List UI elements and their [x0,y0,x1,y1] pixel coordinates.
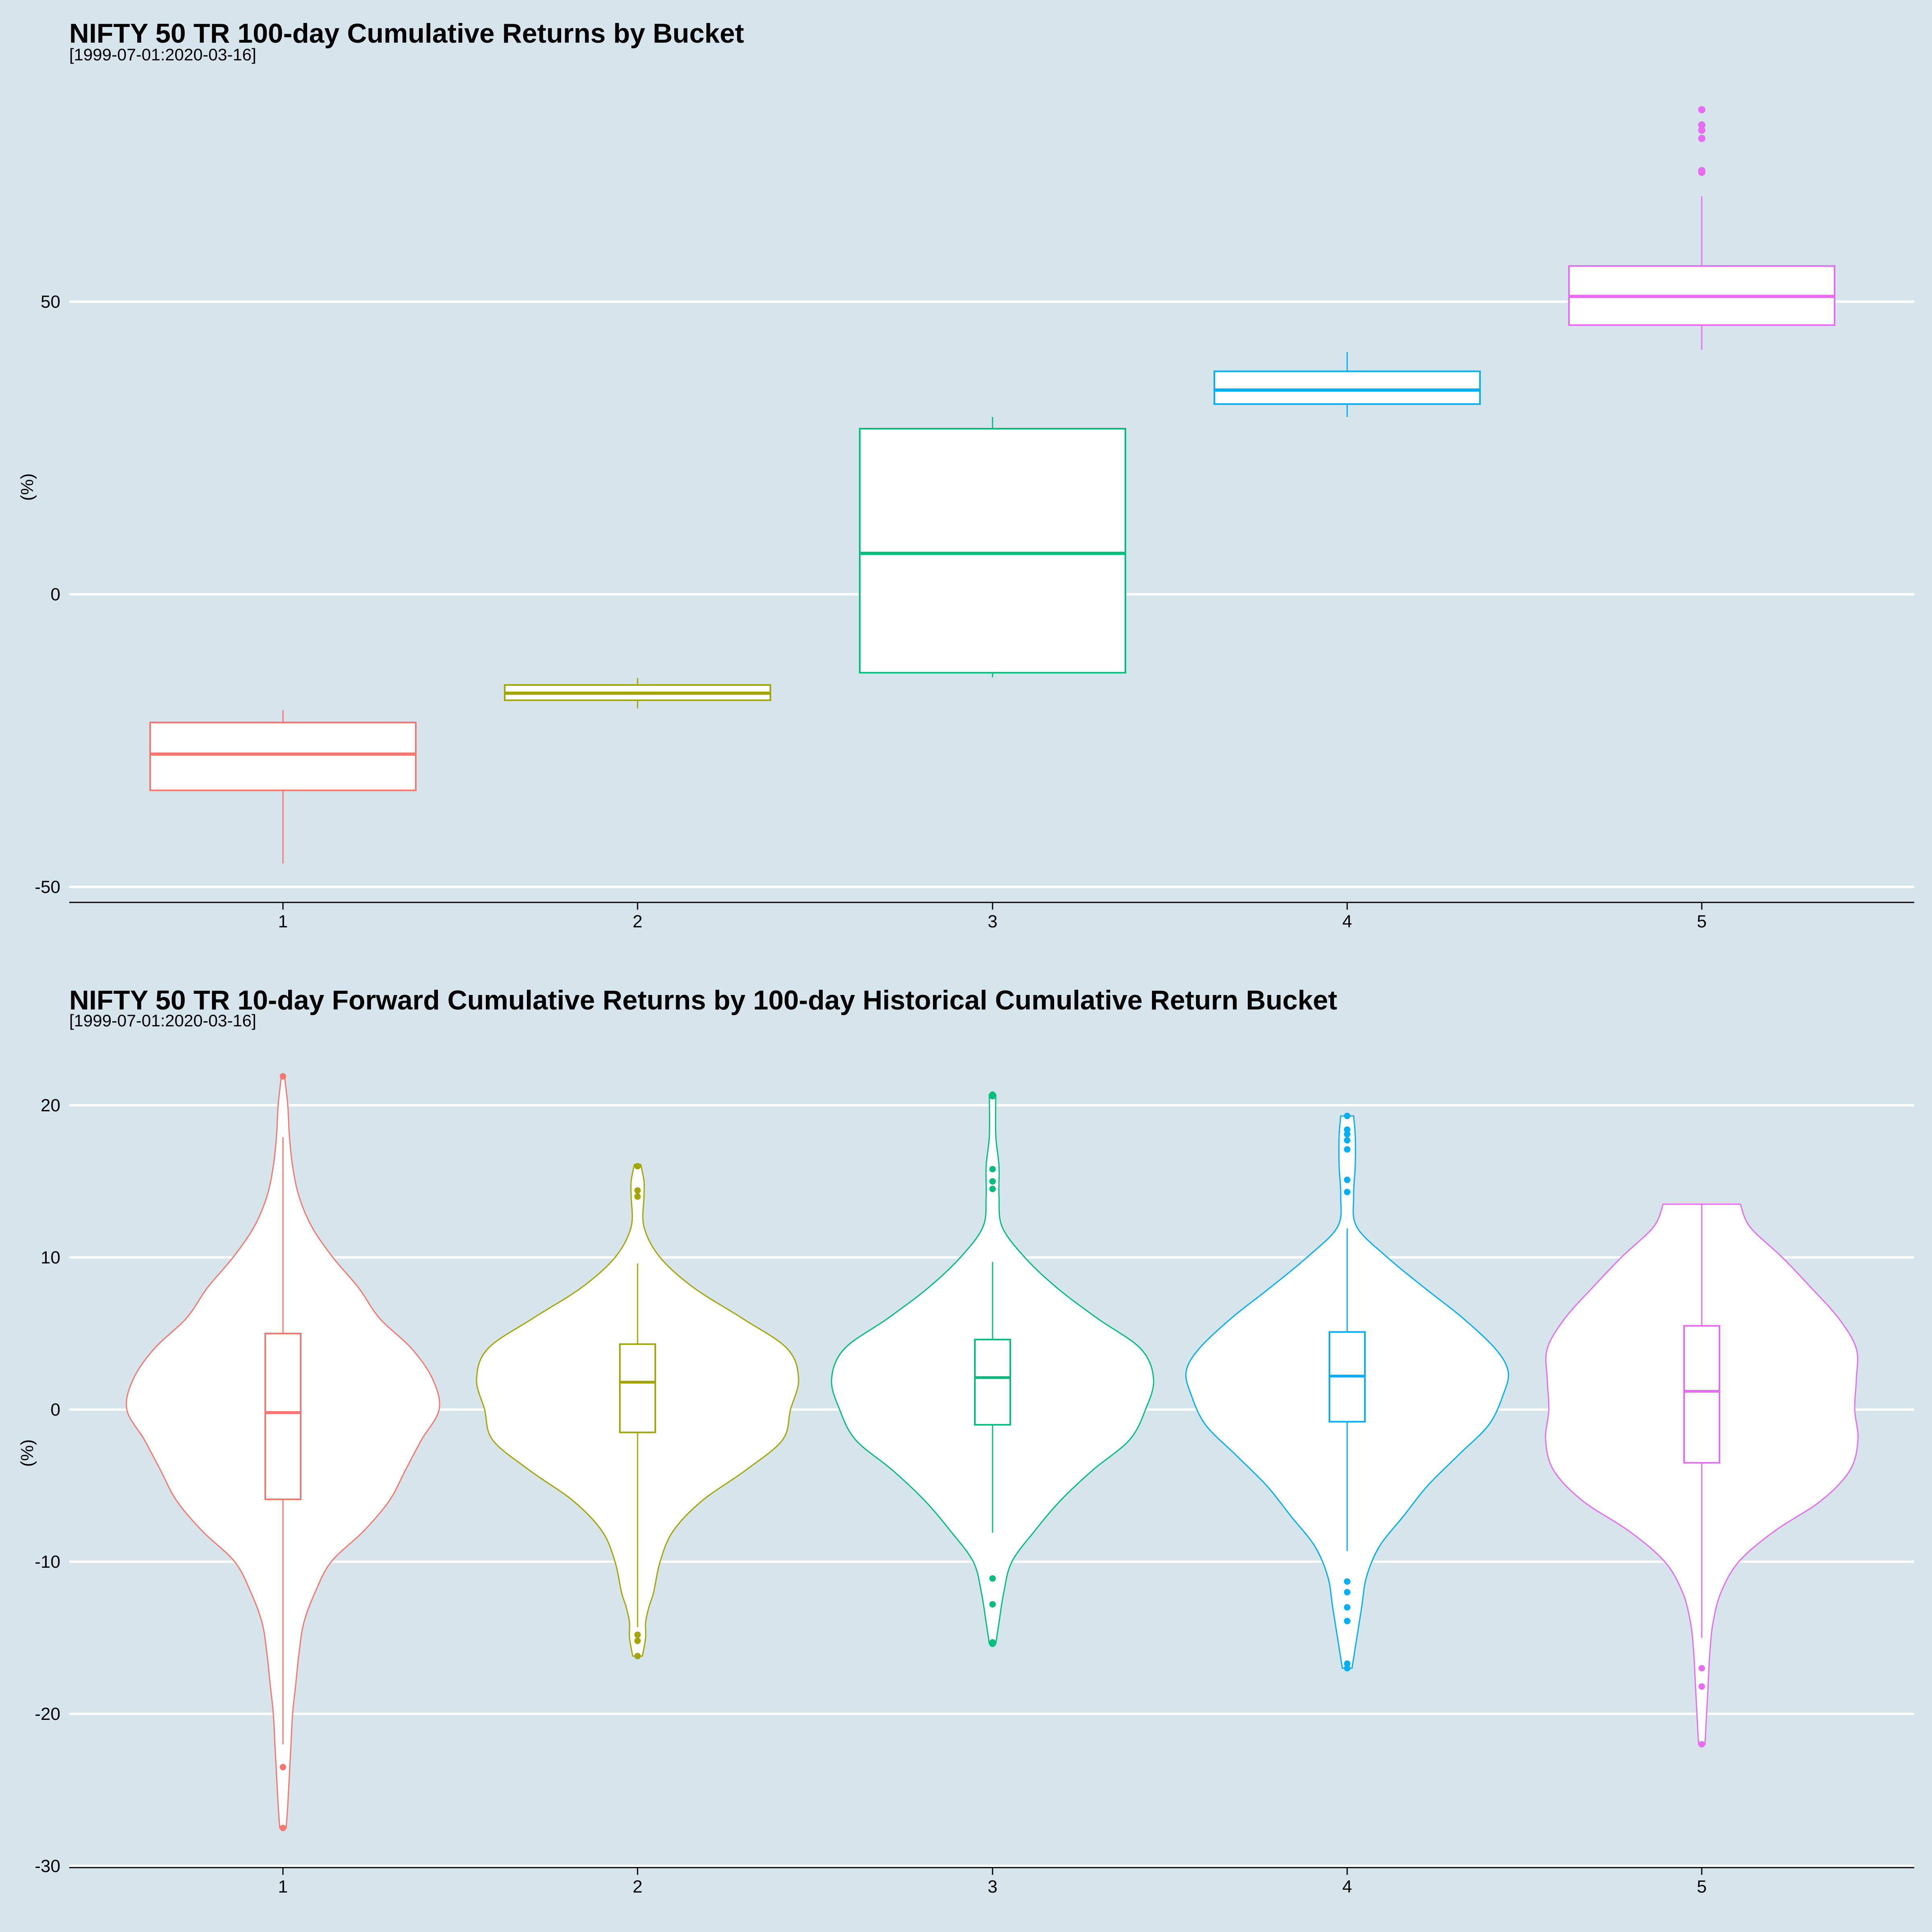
violin-outlier-point [1344,1618,1350,1624]
bottom-y-axis-label: (%) [17,1439,37,1467]
violin-box [619,1343,656,1433]
violin-outlier-point [280,1073,286,1080]
violin-group-1 [126,1073,440,1831]
violin-outlier-point [1699,1683,1705,1690]
top-x-tick-label: 4 [1342,912,1352,931]
box-body [149,721,417,791]
violin-outlier-point [1699,1741,1705,1748]
violin-outlier-point [1344,1660,1350,1667]
violin-outlier-point [1344,1665,1350,1672]
violin-outlier-point [1344,1578,1350,1585]
violin-outlier-point [1344,1137,1350,1144]
violin-outlier-point [1344,1604,1350,1611]
violin-outlier-point [989,1166,996,1172]
bottom-x-tick-label: 5 [1697,1877,1707,1897]
bottom-y-tick-label: -10 [35,1552,60,1572]
top-chart-title: NIFTY 50 TR 100-day Cumulative Returns b… [69,18,744,49]
violin-outlier-point [634,1631,641,1638]
top-x-tick-label: 2 [633,912,642,931]
violin-group-4 [1185,1113,1509,1672]
violin-outlier-point [989,1601,996,1608]
top-y-tick-label: 0 [51,585,60,605]
top-x-ticks: 1 2 3 4 5 [278,902,1707,931]
violin-outlier-point [634,1653,641,1660]
violin-box [264,1333,301,1501]
box-outlier-point [1698,126,1705,134]
bottom-y-tick-label: 20 [41,1096,60,1115]
bottom-chart-title: NIFTY 50 TR 10-day Forward Cumulative Re… [69,985,1337,1016]
violin-outlier-point [634,1187,641,1194]
top-x-tick-label: 5 [1697,912,1707,931]
violin-outlier-point [989,1639,996,1646]
box-group-5 [1568,106,1835,350]
box-group-2 [504,678,771,709]
bottom-x-tick-label: 4 [1342,1877,1352,1897]
top-y-axis-label: (%) [17,473,37,501]
box-group-3 [859,417,1126,677]
box-group-1 [149,710,417,864]
violin-box [974,1339,1011,1426]
box-body [859,428,1126,674]
box-outlier-point [1698,121,1705,129]
violin-outlier-point [1344,1189,1350,1195]
top-y-tick-labels: -50 0 50 [35,292,60,897]
violin-outlier-point [989,1178,996,1185]
violin-body [831,1094,1154,1645]
box-outlier-point [1698,167,1705,174]
box-group-4 [1214,352,1481,417]
top-y-tick-label: 50 [41,292,60,312]
violin-group-5 [1545,1203,1859,1748]
top-x-tick-label: 3 [988,912,997,931]
violin-outlier-point [989,1575,996,1582]
violin-body [476,1164,799,1657]
violin-outlier-point [1344,1177,1350,1183]
violin-outlier-point [1344,1126,1350,1133]
violin-group-3 [831,1091,1154,1647]
bottom-y-tick-label: 10 [41,1248,60,1267]
bottom-chart-subtitle: [1999-07-01:2020-03-16] [69,1011,256,1030]
bottom-y-tick-label: -30 [35,1856,60,1876]
violin-group-2 [476,1163,799,1660]
violin-outlier-point [1344,1589,1350,1596]
bottom-x-tick-label: 1 [278,1877,288,1897]
top-y-tick-label: -50 [35,877,60,897]
violin-outlier-point [280,1825,286,1831]
bottom-violin-plot-panel: NIFTY 50 TR 10-day Forward Cumulative Re… [17,985,1914,1897]
bottom-x-tick-label: 2 [633,1877,642,1897]
violin-outlier-point [280,1764,286,1771]
violin-outlier-point [634,1637,641,1644]
violin-outlier-point [1344,1131,1350,1137]
violin-outlier-point [989,1185,996,1192]
bottom-y-tick-label: 0 [51,1400,60,1420]
top-box-marks [149,106,1835,864]
violin-outlier-point [634,1163,641,1170]
bottom-y-tick-label: -20 [35,1704,60,1724]
bottom-x-tick-label: 3 [988,1877,997,1897]
violin-box [1683,1325,1720,1464]
violin-outlier-point [1344,1113,1350,1119]
bottom-x-ticks: 1 2 3 4 5 [278,1868,1707,1897]
top-box-plot-panel: NIFTY 50 TR 100-day Cumulative Returns b… [17,18,1914,931]
violin-outlier-point [634,1193,641,1200]
box-outlier-point [1698,134,1705,142]
violin-outlier-point [1344,1146,1350,1153]
top-chart-subtitle: [1999-07-01:2020-03-16] [69,45,256,64]
box-body [1214,370,1481,405]
violin-outlier-point [1699,1665,1705,1672]
violin-body [1185,1115,1509,1669]
violin-outlier-point [989,1091,996,1098]
box-outlier-point [1698,106,1705,114]
bottom-violin-marks [126,1073,1859,1831]
bottom-y-tick-labels: -30 -20 -10 0 10 20 [35,1096,60,1876]
top-x-tick-label: 1 [278,912,288,931]
